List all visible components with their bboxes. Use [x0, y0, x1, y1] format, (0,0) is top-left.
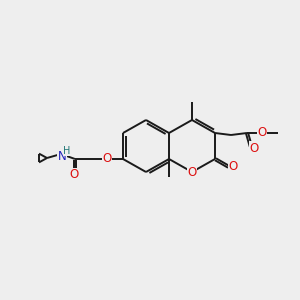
Text: O: O [249, 142, 259, 154]
Text: O: O [188, 166, 196, 178]
Text: O: O [102, 152, 112, 166]
Text: O: O [69, 169, 79, 182]
Text: H: H [63, 146, 71, 156]
Text: O: O [257, 127, 267, 140]
Text: N: N [58, 151, 66, 164]
Text: O: O [228, 160, 238, 173]
